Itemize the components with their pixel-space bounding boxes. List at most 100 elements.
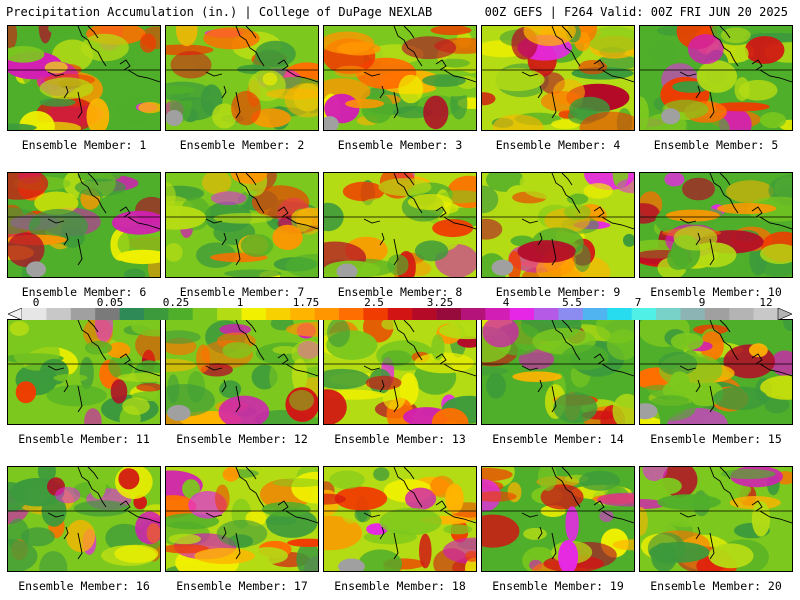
precip-cell <box>89 472 106 500</box>
precip-cell <box>66 519 96 553</box>
precip-cell <box>431 334 445 361</box>
precip-cell <box>422 74 466 87</box>
coastline <box>679 26 792 119</box>
page-title: Precipitation Accumulation (in.) | Colle… <box>6 5 433 19</box>
ensemble-map-panel <box>639 25 793 131</box>
precip-cell <box>345 99 385 109</box>
ensemble-member-label: Ensemble Member: 11 <box>18 432 150 446</box>
precip-cell <box>612 539 634 551</box>
precip-cell <box>324 389 347 424</box>
precip-cell-gray <box>338 558 365 571</box>
precip-cell <box>39 551 68 571</box>
precip-cell <box>354 506 372 523</box>
precip-cell <box>649 39 678 67</box>
precip-cell <box>118 468 140 490</box>
precip-cell <box>80 33 129 62</box>
precip-cell <box>334 486 388 511</box>
precip-cell <box>373 467 390 481</box>
ensemble-member-label: Ensemble Member: 5 <box>653 138 779 152</box>
colorbar-swatch <box>558 308 584 320</box>
coastline <box>521 320 634 413</box>
precip-cell <box>488 68 545 92</box>
precip-cell <box>73 500 130 517</box>
ensemble-map-panel <box>481 466 635 572</box>
ensemble-map-panel <box>323 172 477 278</box>
precipitation-colorbar: 0 0.05 0.25 1 1.75 2.5 3.25 4 5.5 7 9 12 <box>8 296 792 320</box>
colorbar-swatch <box>119 308 145 320</box>
ensemble-member-label: Ensemble Member: 4 <box>495 138 621 152</box>
precip-cell <box>734 45 749 62</box>
precip-cell <box>486 373 506 399</box>
colorbar-tick-label: 2.5 <box>364 296 384 309</box>
colorbar-tick-label: 0.25 <box>162 296 190 309</box>
header: Precipitation Accumulation (in.) | Colle… <box>0 0 800 24</box>
precip-cell <box>361 93 394 124</box>
precip-cell <box>247 547 288 565</box>
colorbar-swatch <box>143 308 169 320</box>
ensemble-map-panel <box>165 466 319 572</box>
precip-cell <box>720 469 776 479</box>
precip-cell <box>8 26 18 49</box>
precip-cell <box>760 375 792 400</box>
precip-cell <box>749 343 768 358</box>
precip-cell <box>726 180 774 203</box>
precip-cell <box>110 379 128 404</box>
ensemble-map-panel <box>639 172 793 278</box>
precip-cell <box>770 350 792 376</box>
precip-cell <box>138 102 160 114</box>
coastline <box>363 467 476 560</box>
precip-cell <box>272 478 318 488</box>
precip-cell <box>657 494 721 510</box>
run-info: 00Z GEFS | F264 Valid: 00Z FRI JUN 20 20… <box>484 5 788 19</box>
precip-cell <box>34 191 79 215</box>
precip-cell <box>654 477 682 495</box>
colorbar-tick-label: 7 <box>634 296 642 309</box>
ensemble-map-panel <box>481 172 635 278</box>
precip-cell <box>393 106 433 119</box>
precip-cell <box>465 550 476 562</box>
precip-cell <box>647 532 686 565</box>
coastline <box>47 467 160 560</box>
precip-cell <box>646 395 696 421</box>
precip-cell <box>166 205 206 230</box>
precip-cell <box>222 342 253 359</box>
precip-cell <box>640 203 660 224</box>
precip-cell <box>212 103 237 129</box>
colorbar-swatch <box>192 308 218 320</box>
precip-cell <box>401 36 457 60</box>
colorbar-tick-label: 5.5 <box>562 296 582 309</box>
precip-cell <box>286 321 318 337</box>
colorbar-swatch <box>704 308 730 320</box>
precip-cell <box>682 177 715 201</box>
precip-cell <box>482 320 519 348</box>
precip-cell <box>8 482 28 512</box>
precip-cell <box>423 95 449 130</box>
precip-cell <box>216 519 268 547</box>
ensemble-map-panel <box>323 25 477 131</box>
precip-cell <box>553 392 598 423</box>
ensemble-map-panel <box>7 25 161 131</box>
precip-cell <box>405 487 437 510</box>
precip-cell <box>38 26 52 44</box>
precip-cell <box>131 320 160 337</box>
ensemble-map-panel <box>481 319 635 425</box>
colorbar-right-arrow <box>777 308 792 320</box>
precip-cell <box>255 40 296 68</box>
precip-cell <box>669 371 690 393</box>
colorbar-tick-label: 3.25 <box>426 296 454 309</box>
precip-cell <box>266 88 318 100</box>
colorbar-scale <box>8 308 792 320</box>
colorbar-swatch <box>729 308 754 320</box>
precip-cell <box>744 36 785 64</box>
precip-cell-gray <box>166 110 183 126</box>
ensemble-map-panel <box>7 319 161 425</box>
precip-cell <box>606 329 634 360</box>
precip-cell <box>94 320 114 343</box>
precip-cell <box>219 380 242 399</box>
precip-cell <box>382 385 406 410</box>
colorbar-swatch <box>656 308 681 320</box>
precip-cell <box>664 173 685 187</box>
colorbar-swatch <box>290 308 315 320</box>
ensemble-map-panel <box>323 319 477 425</box>
precip-cell <box>324 368 370 390</box>
